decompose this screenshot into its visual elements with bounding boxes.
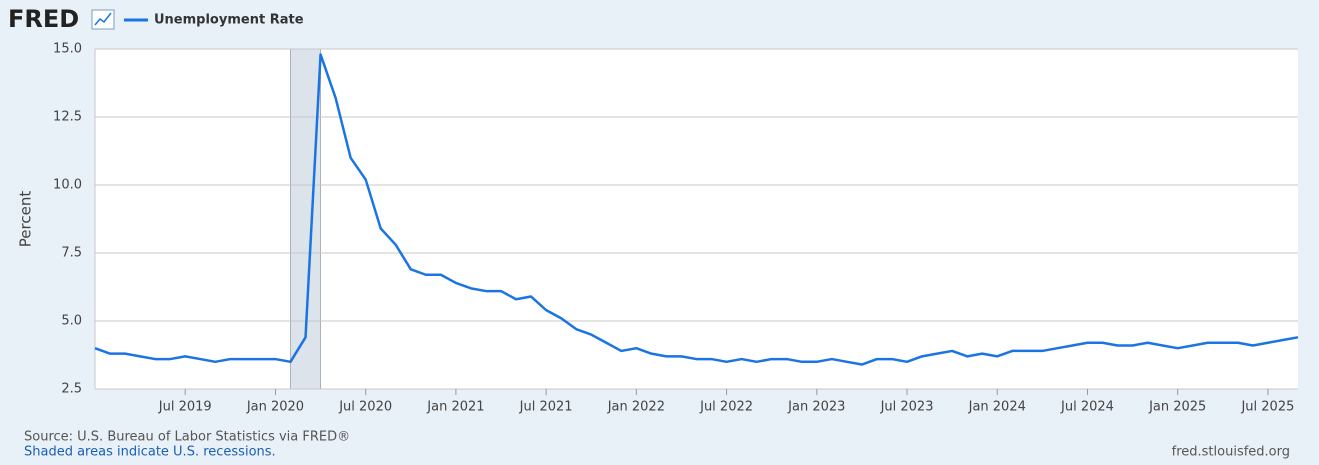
x-tick-label: Jan 2020 — [246, 400, 304, 415]
y-tick-label: 15.0 — [53, 42, 82, 57]
y-axis-title: Percent — [17, 191, 35, 248]
legend-label: Unemployment Rate — [154, 13, 304, 28]
plot-area — [95, 49, 1298, 389]
x-tick-label: Jul 2023 — [880, 400, 934, 415]
logo: FRED — [8, 5, 79, 33]
x-tick-label: Jul 2025 — [1240, 400, 1294, 415]
x-tick-label: Jan 2024 — [968, 400, 1026, 415]
x-tick-label: Jul 2021 — [519, 400, 573, 415]
data-line — [94, 53, 1299, 366]
x-tick-label: Jul 2019 — [158, 400, 212, 415]
recession-note: Shaded areas indicate U.S. recessions. — [24, 445, 276, 460]
x-tick-label: Jan 2021 — [426, 400, 484, 415]
y-tick-label: 5.0 — [61, 314, 82, 329]
y-tick-label: 7.5 — [61, 246, 82, 261]
y-tick-label: 2.5 — [61, 382, 82, 397]
y-tick-label: 12.5 — [53, 110, 82, 125]
x-tick-label: Jul 2020 — [338, 400, 392, 415]
x-tick-label: Jan 2025 — [1148, 400, 1206, 415]
logo-icon — [91, 9, 115, 30]
x-tick-label: Jul 2024 — [1060, 400, 1114, 415]
x-tick-label: Jan 2022 — [607, 400, 665, 415]
x-tick-label: Jul 2022 — [699, 400, 753, 415]
x-tick-label: Jan 2023 — [787, 400, 845, 415]
credit: fred.stlouisfed.org — [1172, 445, 1290, 460]
source: Source: U.S. Bureau of Labor Statistics … — [24, 430, 350, 445]
y-tick-label: 10.0 — [53, 178, 82, 193]
